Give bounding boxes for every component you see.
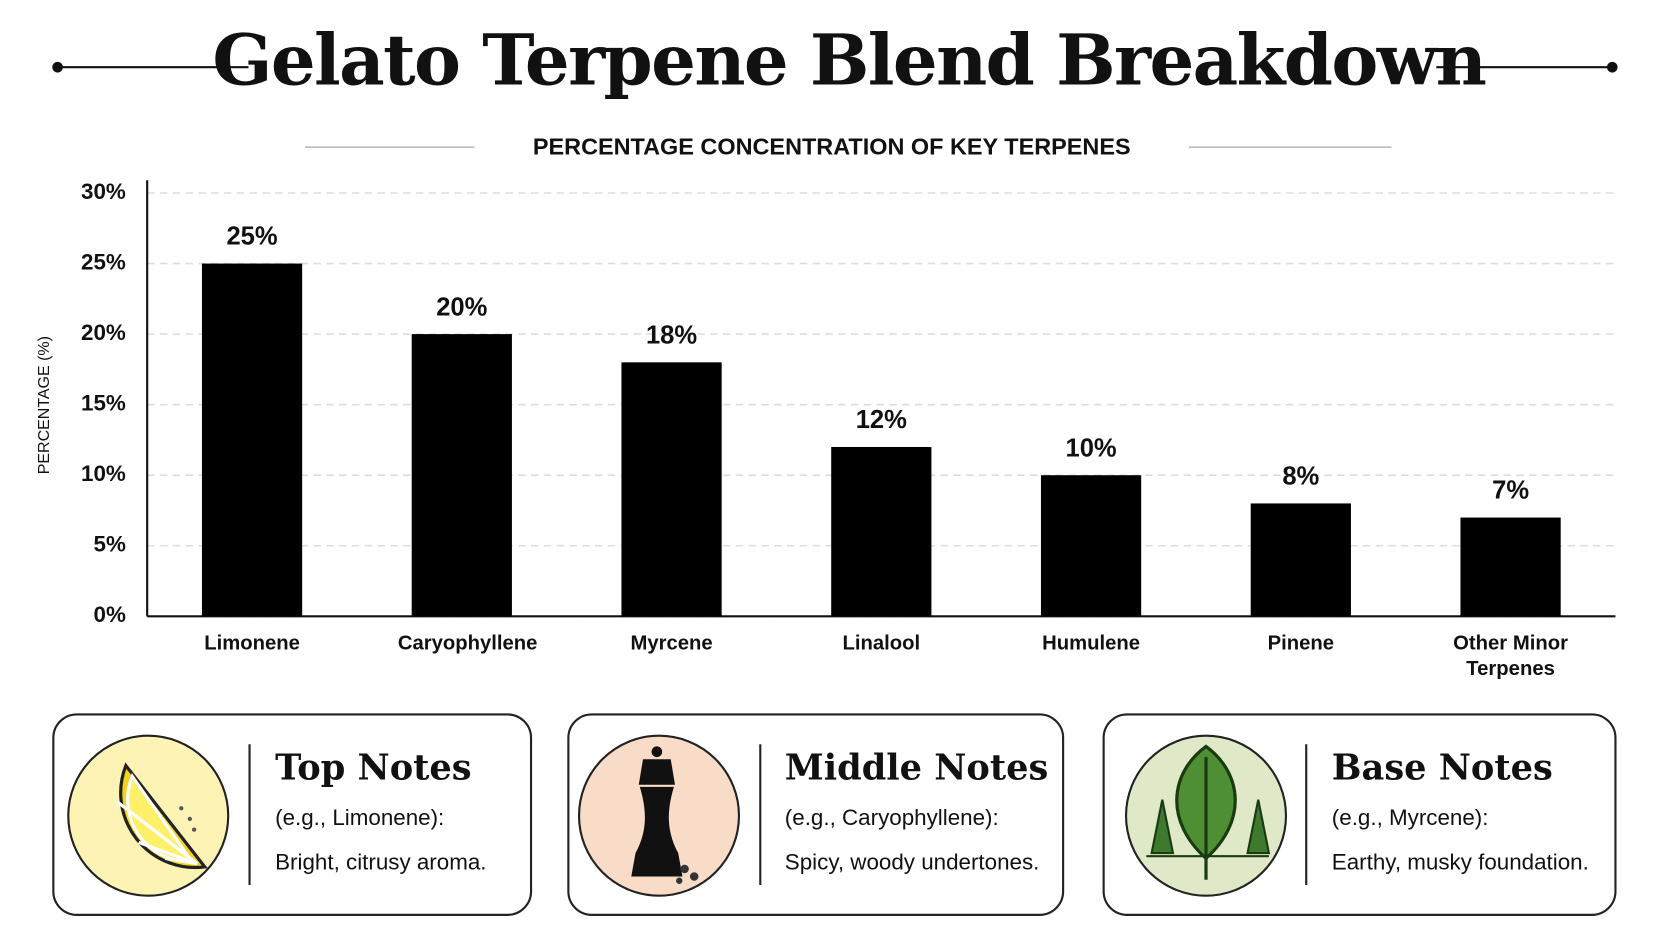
x-tick-label: Pinene [1267,632,1335,655]
bar [831,446,932,617]
y-tick-label: 5% [94,532,126,557]
x-tick-label: Myrcene [630,632,713,655]
note-description: Bright, citrusy aroma. [275,850,486,875]
note-example: (e.g., Myrcene): [1332,805,1489,830]
y-tick-label: 10% [81,461,126,486]
x-tick-label: Linalool [842,632,921,655]
notes-cards: Top Notes (e.g., Limonene): Bright, citr… [52,713,1617,916]
y-tick-label: 15% [81,391,126,416]
y-tick-label: 30% [81,179,126,204]
x-tick-label: Caryophyllene [397,632,538,655]
y-axis-label: PERCENTAGE (%) [36,336,53,474]
lemon-icon [67,734,230,897]
chart-subtitle: PERCENTAGE CONCENTRATION OF KEY TERPENES [533,133,1131,159]
bar [621,362,722,617]
x-tick-wrap: Myrcene [630,632,713,655]
y-tick-label: 0% [94,602,126,627]
value-label: 18% [646,321,697,349]
note-example: (e.g., Caryophyllene): [785,805,999,830]
note-description: Spicy, woody undertones. [785,850,1040,875]
plot: 0% 5% 10% 15% 20% 25% 30% 25% Limonene 20% Caryoph… [81,179,1616,681]
note-description: Earthy, musky foundation. [1332,850,1589,875]
note-title: Base Notes [1332,747,1553,788]
y-tick-label: 20% [81,320,126,345]
note-title: Top Notes [275,747,471,788]
value-label: 10% [1065,434,1116,462]
x-tick-wrap: Linalool [842,632,921,655]
bar [1040,475,1142,617]
x-tick-wrap: Humulene [1042,632,1141,655]
title-decoration [52,61,1618,73]
bar [1460,517,1561,617]
y-tick-label: 25% [81,249,126,274]
x-tick-wrap: Other Minor Terpenes [1453,632,1568,681]
x-tick-wrap: Pinene [1267,632,1335,655]
value-label: 7% [1492,477,1529,505]
note-title: Middle Notes [785,747,1049,788]
x-tick-label: Limonene [204,632,300,655]
x-tick-wrap: Limonene [204,632,300,655]
leaf-icon [1124,734,1288,897]
bar [1250,503,1351,617]
bar [411,334,512,617]
value-label: 25% [226,223,277,251]
note-example: (e.g., Limonene): [275,805,444,830]
value-label: 12% [856,406,907,434]
pepper-mill-icon [577,734,741,897]
x-tick-label: Humulene [1042,632,1141,655]
value-label: 20% [436,293,487,321]
bar [201,263,303,617]
chart-title: Gelato Terpene Blend Breakdown [212,19,1485,102]
x-tick-wrap: Caryophyllene [397,632,538,655]
x-tick-label: Other Minor Terpenes [1453,632,1568,681]
value-label: 8% [1282,463,1319,491]
